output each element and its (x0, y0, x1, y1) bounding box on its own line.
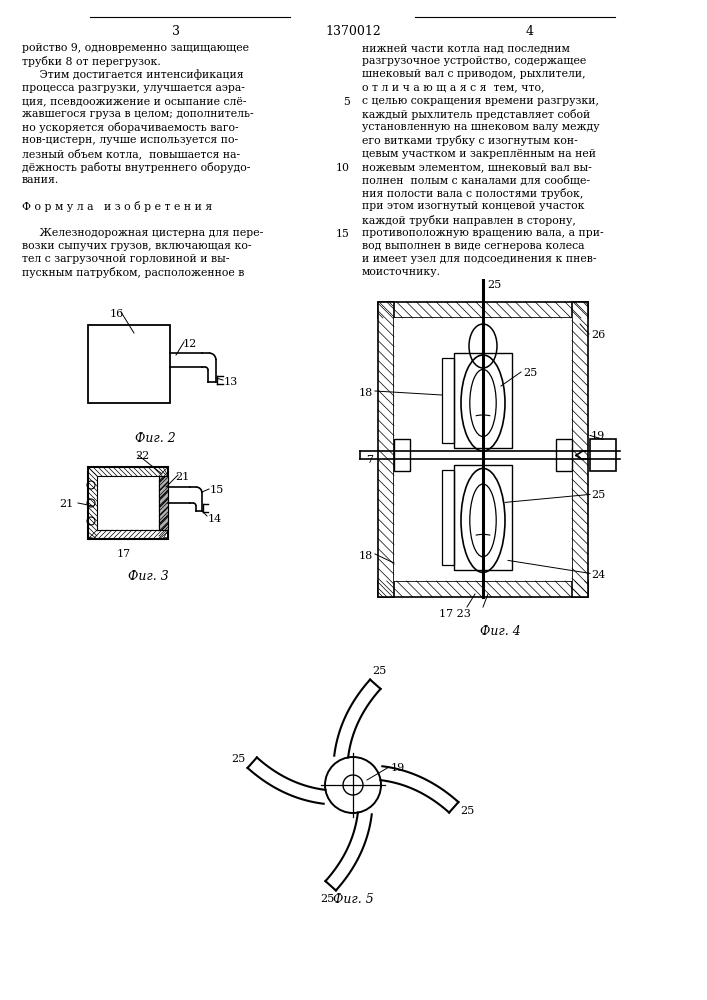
Text: полнен  полым с каналами для сообще-: полнен полым с каналами для сообще- (362, 175, 590, 186)
Text: 24: 24 (591, 570, 605, 580)
Bar (394, 318, 572, 581)
Text: дёжность работы внутреннего оборудо-: дёжность работы внутреннего оборудо- (22, 162, 250, 173)
Text: 15: 15 (336, 229, 350, 239)
Text: ножевым элементом, шнековый вал вы-: ножевым элементом, шнековый вал вы- (362, 162, 592, 172)
Text: 18: 18 (358, 388, 373, 398)
Text: 1370012: 1370012 (325, 25, 381, 38)
Text: его витками трубку с изогнутым кон-: его витками трубку с изогнутым кон- (362, 135, 578, 146)
Text: 25: 25 (372, 666, 386, 676)
Text: вания.: вания. (22, 175, 59, 185)
Bar (88, 325, 170, 403)
Bar (590, 439, 616, 471)
Text: 25: 25 (460, 806, 474, 816)
Text: процесса разгрузки, улучшается аэра-: процесса разгрузки, улучшается аэра- (22, 83, 245, 93)
Text: о т л и ч а ю щ а я с я  тем, что,: о т л и ч а ю щ а я с я тем, что, (362, 83, 544, 93)
Bar (572, 302, 588, 597)
Text: 25: 25 (487, 280, 501, 290)
Text: и имеет узел для подсоединения к пнев-: и имеет узел для подсоединения к пнев- (362, 254, 597, 264)
Text: но ускоряется оборачиваемость ваго-: но ускоряется оборачиваемость ваго- (22, 122, 239, 133)
Text: 25: 25 (232, 754, 246, 764)
Text: 25: 25 (591, 490, 605, 500)
Bar (378, 581, 588, 597)
Text: противоположную вращению вала, а при-: противоположную вращению вала, а при- (362, 228, 604, 238)
Text: Фиг. 3: Фиг. 3 (128, 570, 168, 583)
Text: при этом изогнутый концевой участок: при этом изогнутый концевой участок (362, 201, 585, 211)
Text: Фиг. 2: Фиг. 2 (134, 432, 175, 445)
Text: лезный объем котла,  повышается на-: лезный объем котла, повышается на- (22, 149, 240, 159)
Text: Фиг. 4: Фиг. 4 (479, 625, 520, 638)
Text: нижней части котла над последним: нижней части котла над последним (362, 43, 570, 53)
Text: 25: 25 (320, 894, 334, 904)
Bar (394, 439, 410, 471)
Text: нов-цистерн, лучше используется по-: нов-цистерн, лучше используется по- (22, 135, 238, 145)
Text: 7: 7 (366, 455, 373, 465)
Text: 25: 25 (523, 368, 537, 378)
Text: Ф о р м у л а   и з о б р е т е н и я: Ф о р м у л а и з о б р е т е н и я (22, 201, 212, 212)
Text: Железнодорожная цистерна для пере-: Железнодорожная цистерна для пере- (22, 228, 263, 238)
Text: ция, псевдоожижение и осыпание слё-: ция, псевдоожижение и осыпание слё- (22, 96, 246, 106)
Text: вод выполнен в виде сегнерова колеса: вод выполнен в виде сегнерова колеса (362, 241, 585, 251)
Text: 21: 21 (175, 472, 189, 482)
Bar (378, 302, 588, 318)
Text: 21: 21 (59, 499, 73, 509)
Text: 15: 15 (210, 485, 224, 495)
Bar (378, 302, 394, 597)
Text: 14: 14 (208, 514, 222, 524)
Bar (454, 465, 512, 570)
Text: ройство 9, одновременно защищающее: ройство 9, одновременно защищающее (22, 43, 249, 53)
Text: 4: 4 (526, 25, 534, 38)
Bar (159, 476, 168, 530)
Bar (556, 439, 572, 471)
Text: Этим достигается интенсификация: Этим достигается интенсификация (22, 69, 244, 80)
Text: 12: 12 (183, 339, 197, 349)
Text: каждой трубки направлен в сторону,: каждой трубки направлен в сторону, (362, 215, 576, 226)
Bar (97, 476, 159, 530)
Text: 17: 17 (117, 549, 131, 559)
Bar (88, 467, 168, 539)
Text: трубки 8 от перегрузок.: трубки 8 от перегрузок. (22, 56, 160, 67)
Text: 26: 26 (591, 330, 605, 340)
Text: 16: 16 (110, 309, 124, 319)
Text: тел с загрузочной горловиной и вы-: тел с загрузочной горловиной и вы- (22, 254, 229, 264)
Text: 13: 13 (224, 377, 238, 387)
Text: 19: 19 (591, 431, 605, 441)
Text: 17 23: 17 23 (439, 609, 471, 619)
Text: 19: 19 (391, 763, 405, 773)
Text: пускным патрубком, расположенное в: пускным патрубком, расположенное в (22, 267, 245, 278)
Text: с целью сокращения времени разгрузки,: с целью сокращения времени разгрузки, (362, 96, 599, 106)
Text: ния полости вала с полостями трубок,: ния полости вала с полостями трубок, (362, 188, 583, 199)
Text: 5: 5 (343, 97, 350, 107)
Text: возки сыпучих грузов, включающая ко-: возки сыпучих грузов, включающая ко- (22, 241, 252, 251)
Text: установленную на шнековом валу между: установленную на шнековом валу между (362, 122, 600, 132)
Text: жавшегося груза в целом; дополнитель-: жавшегося груза в целом; дополнитель- (22, 109, 254, 119)
Text: цевым участком и закреплённым на ней: цевым участком и закреплённым на ней (362, 149, 596, 159)
Text: 18: 18 (358, 551, 373, 561)
Bar (454, 353, 512, 448)
Text: 22: 22 (135, 451, 149, 461)
Text: 3: 3 (172, 25, 180, 38)
Text: Фиг. 5: Фиг. 5 (332, 893, 373, 906)
Text: каждый рыхлитель представляет собой: каждый рыхлитель представляет собой (362, 109, 590, 120)
Text: разгрузочное устройство, содержащее: разгрузочное устройство, содержащее (362, 56, 586, 66)
Text: моисточнику.: моисточнику. (362, 267, 441, 277)
Bar (442, 470, 454, 565)
Bar (442, 358, 454, 443)
Text: шнековый вал с приводом, рыхлители,: шнековый вал с приводом, рыхлители, (362, 69, 585, 79)
Text: 10: 10 (336, 163, 350, 173)
